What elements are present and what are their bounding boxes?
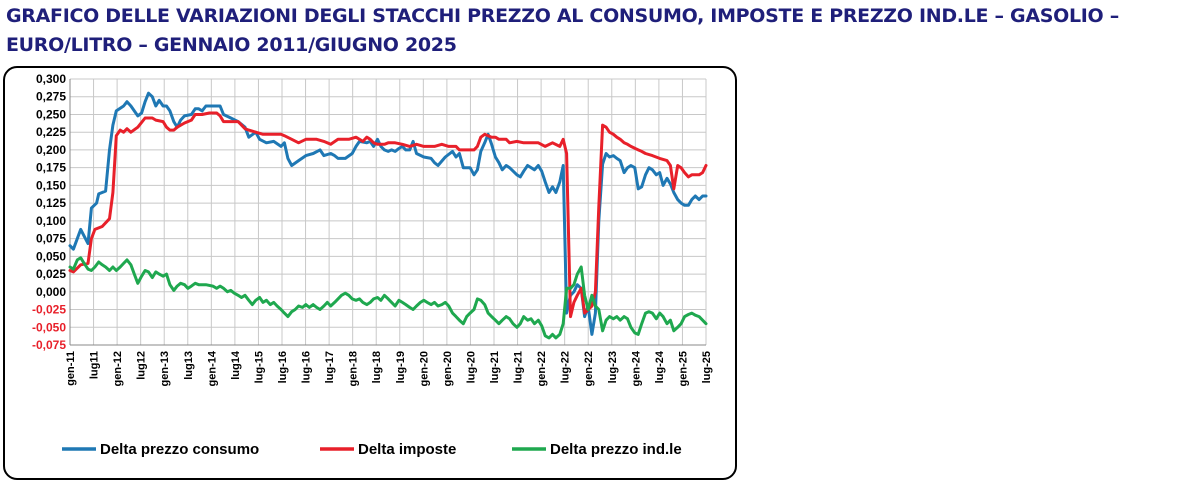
y-tick-label: 0,150 (36, 178, 66, 192)
x-tick-label: lug-21 (513, 351, 525, 383)
x-tick-label: lug-24 (654, 350, 666, 383)
x-tick-label: lug-20 (465, 351, 477, 383)
x-tick-label: lug-22 (560, 351, 572, 383)
legend-item-1: Delta prezzo consumo (62, 441, 259, 458)
x-tick-label: lug-23 (607, 351, 619, 383)
legend: Delta prezzo consumo Delta imposte Delta p… (62, 441, 682, 458)
x-tick-label: gen-22 (583, 351, 595, 386)
legend-label: Delta imposte (358, 441, 456, 458)
y-tick-label: 0,200 (36, 143, 66, 157)
y-axis-ticks: 0,300 0,275 0,250 0,225 0,200 0,175 0,150 0,125… (32, 72, 66, 352)
x-axis-ticks: gen-11 lug11 gen-12 lug12 gen-13 lug13 gen-14 l… (65, 350, 713, 386)
legend-label: Delta prezzo ind.le (550, 441, 682, 458)
x-tick-label: gen-25 (677, 351, 689, 386)
x-tick-label: lug-18 (371, 351, 383, 383)
x-tick-label: lug13 (183, 351, 195, 380)
series-line-3 (68, 256, 708, 340)
y-tick-label: 0,300 (36, 72, 66, 86)
x-tick-label: gen-14 (206, 350, 218, 386)
x-tick-label: lug-25 (701, 351, 713, 383)
legend-label: Delta prezzo consumo (100, 441, 259, 458)
y-tick-label: 0,125 (36, 196, 66, 210)
x-tick-label: gen-13 (159, 351, 171, 386)
x-tick-label: gen-12 (112, 351, 124, 386)
x-tick-label: gen-18 (348, 351, 360, 386)
x-tick-label: gen-20 (418, 351, 430, 386)
x-tick-label: lug12 (136, 351, 148, 380)
x-tick-label: lug11 (89, 351, 101, 379)
y-tick-label: -0,025 (32, 303, 66, 317)
y-tick-label: -0,075 (32, 338, 66, 352)
x-tick-label: gen-11 (65, 351, 77, 386)
x-tick-label: gen-22 (536, 351, 548, 386)
y-tick-label: 0,100 (36, 214, 66, 228)
x-tick-label: lug-17 (324, 351, 336, 383)
x-tick-label: lug-15 (253, 351, 265, 383)
series-lines (68, 91, 708, 340)
x-tick-label: lug-16 (277, 351, 289, 383)
legend-item-2: Delta imposte (320, 441, 456, 458)
y-tick-label: -0,050 (32, 320, 66, 334)
y-tick-label: 0,225 (36, 125, 66, 139)
legend-item-3: Delta prezzo ind.le (512, 441, 682, 458)
chart-title: GRAFICO DELLE VARIAZIONI DEGLI STACCHI P… (6, 5, 1119, 56)
grid-lines (69, 78, 707, 346)
y-tick-label: 0,025 (36, 267, 66, 281)
x-tick-label: lug-21 (489, 351, 501, 383)
series-line-1 (68, 91, 708, 336)
y-tick-label: 0,050 (36, 249, 66, 263)
x-tick-label: lug-16 (301, 351, 313, 383)
x-tick-label: gen-24 (630, 350, 642, 386)
series-line-2 (68, 111, 708, 319)
y-tick-label: 0,000 (36, 285, 66, 299)
y-tick-label: 0,250 (36, 107, 66, 121)
x-tick-label: gen-20 (442, 351, 454, 386)
x-tick-label: lug-19 (395, 351, 407, 383)
y-tick-label: 0,075 (36, 232, 66, 246)
x-tick-label: lug14 (230, 350, 242, 380)
y-tick-label: 0,275 (36, 90, 66, 104)
y-tick-label: 0,175 (36, 161, 66, 175)
